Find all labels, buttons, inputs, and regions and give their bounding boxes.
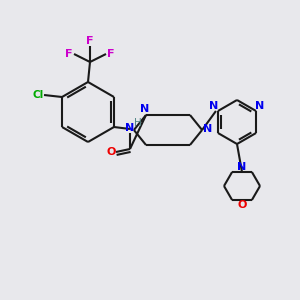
Text: Cl: Cl: [32, 90, 44, 100]
Text: N: N: [125, 123, 135, 133]
Text: F: F: [86, 36, 94, 46]
Text: N: N: [140, 104, 150, 114]
Text: F: F: [65, 49, 73, 59]
Text: N: N: [255, 101, 265, 111]
Text: N: N: [203, 124, 213, 134]
Text: H: H: [134, 118, 142, 128]
Text: O: O: [106, 147, 116, 157]
Text: N: N: [237, 162, 247, 172]
Text: N: N: [209, 101, 219, 111]
Text: F: F: [107, 49, 115, 59]
Text: O: O: [237, 200, 247, 210]
